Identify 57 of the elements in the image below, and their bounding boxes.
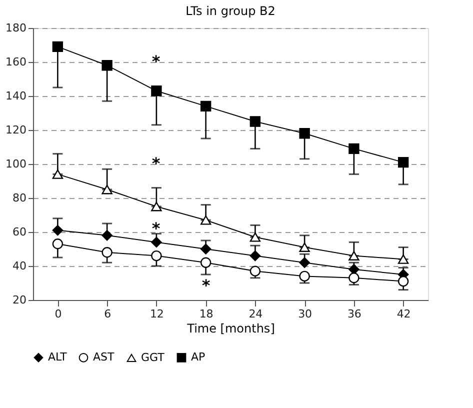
x-axis-title: Time [months] [186, 322, 275, 336]
x-tick-label: 42 [396, 308, 411, 320]
y-tick-label: 140 [6, 90, 26, 102]
point [52, 41, 64, 52]
point [52, 169, 64, 179]
point [299, 257, 310, 268]
annotation: * [152, 219, 161, 238]
point [250, 266, 261, 276]
y-tick-label: 120 [6, 124, 26, 136]
point [398, 254, 409, 264]
point [348, 272, 360, 284]
point [299, 242, 310, 252]
legend-label: ALT [48, 350, 68, 364]
point [299, 128, 310, 139]
point [299, 270, 310, 282]
point [151, 250, 162, 262]
point [250, 116, 261, 127]
point [348, 251, 360, 261]
point [250, 250, 261, 262]
annotation: * [202, 276, 211, 295]
point [151, 86, 162, 96]
point [398, 156, 409, 168]
y-tick-label: 100 [6, 158, 26, 170]
point [102, 60, 112, 71]
y-tick-label: 160 [6, 56, 26, 68]
point [250, 232, 261, 242]
x-tick-label: 36 [347, 308, 362, 320]
legend-label: AST [93, 350, 115, 364]
point [398, 276, 409, 287]
legend-label: AP [191, 350, 206, 364]
point [200, 244, 212, 254]
y-tick-label: 20 [12, 294, 26, 306]
point [102, 247, 112, 258]
annotation: * [152, 52, 161, 71]
y-tick-label: 40 [12, 260, 26, 272]
x-tick-label: 6 [104, 308, 112, 320]
x-tick-label: 0 [54, 308, 62, 320]
point [102, 184, 112, 194]
chart-title: LTs in group B2 [186, 4, 276, 18]
point [348, 143, 360, 154]
point [151, 236, 162, 248]
point [200, 100, 212, 112]
point [52, 238, 64, 250]
x-tick-label: 18 [199, 308, 214, 320]
y-tick-label: 180 [6, 22, 26, 34]
point [52, 224, 64, 236]
x-tick-label: 24 [248, 308, 263, 320]
legend-label: GGT [141, 350, 165, 364]
y-tick-label: 80 [12, 192, 26, 204]
point [200, 257, 212, 268]
point [151, 202, 162, 212]
annotation: * [152, 154, 161, 173]
y-tick-label: 60 [12, 226, 26, 238]
point [102, 230, 112, 241]
point [200, 215, 212, 225]
x-tick-label: 30 [298, 308, 312, 320]
x-tick-label: 12 [150, 308, 164, 320]
